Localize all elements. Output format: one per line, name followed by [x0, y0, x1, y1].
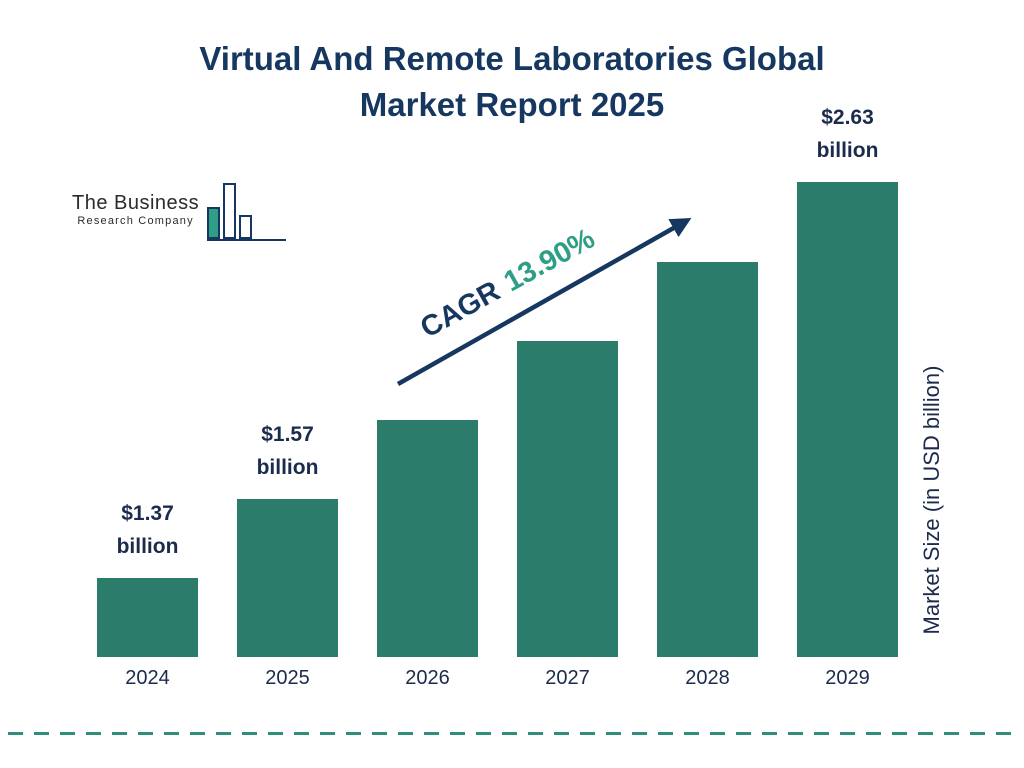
bar-value-label-2024: $1.37 billion — [116, 501, 179, 559]
x-axis-label-2029: 2029 — [825, 667, 870, 689]
bar-group-2024: $1.37 billion — [97, 0, 198, 657]
bar-group-2026 — [377, 0, 478, 657]
logo-name: The Business — [72, 192, 200, 214]
page-title-line1: Virtual And Remote Laboratories Global — [199, 40, 825, 77]
bar-2026 — [377, 420, 478, 657]
bar-2025 — [237, 499, 338, 657]
x-axis-label-2025: 2025 — [265, 667, 310, 689]
bar-2028 — [657, 262, 758, 657]
bar-value-label-2029: $2.63 billion — [816, 105, 879, 163]
bar-group-2028 — [657, 0, 758, 657]
bar-2024 — [97, 578, 198, 657]
y-axis-label: Market Size (in USD billion) — [919, 365, 944, 635]
bar-value-label-2025: $1.57 billion — [256, 422, 319, 480]
page-title-line2: Market Report 2025 — [359, 85, 665, 123]
x-axis-label-2028: 2028 — [685, 667, 730, 689]
bar-2029 — [797, 182, 898, 657]
x-axis-label-2027: 2027 — [545, 667, 590, 689]
x-axis-label-2026: 2026 — [405, 667, 450, 689]
logo-text: The Business Research Company — [72, 192, 199, 241]
logo-icon-green-bar — [207, 207, 221, 239]
logo-icon-tall-bar — [223, 183, 237, 239]
bar-chart: $1.37 billion $1.57 billion $2.63 billion — [97, 0, 898, 657]
bar-group-2025: $1.57 billion — [237, 0, 338, 657]
logo-icon-short-bar — [239, 215, 253, 239]
bar-group-2027 — [517, 0, 618, 657]
logo-subtitle: Research Company — [77, 215, 194, 227]
x-axis-label-2024: 2024 — [125, 667, 170, 689]
x-axis-labels: 2024 2025 2026 2027 2028 2029 — [0, 667, 1024, 697]
bar-group-2029: $2.63 billion — [797, 0, 898, 657]
bottom-dashed-divider — [8, 732, 1016, 735]
company-logo: The Business Research Company — [72, 183, 287, 241]
bar-2027 — [517, 341, 618, 657]
logo-bar-chart-icon — [207, 183, 287, 241]
page-title: Virtual And Remote Laboratories Global M… — [0, 36, 1024, 127]
